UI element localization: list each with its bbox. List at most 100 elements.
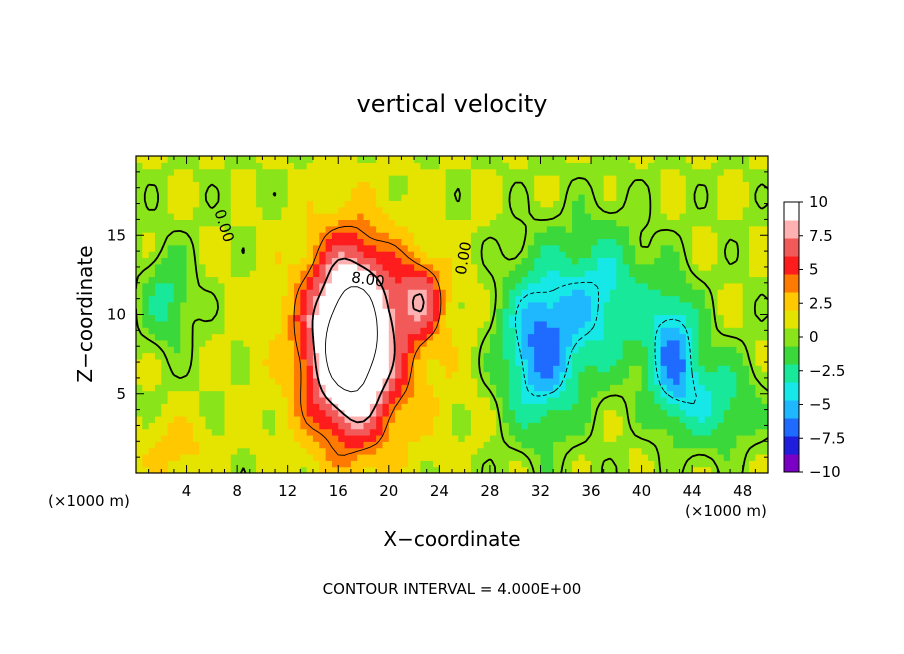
heatmap-cell: [755, 301, 763, 309]
heatmap-cell: [477, 308, 485, 316]
heatmap-cell: [489, 301, 497, 309]
heatmap-cell: [275, 232, 282, 240]
heatmap-cell: [414, 251, 421, 259]
heatmap-cell: [325, 162, 333, 170]
heatmap-cell: [312, 175, 320, 182]
heatmap-cell: [426, 384, 434, 392]
heatmap-cell: [711, 225, 719, 233]
heatmap-cell: [136, 206, 143, 214]
heatmap-cell: [382, 428, 390, 436]
heatmap-cell: [369, 232, 377, 240]
heatmap-cell: [407, 270, 415, 278]
heatmap-cell: [338, 295, 346, 303]
heatmap-cell: [755, 346, 763, 354]
heatmap-cell: [673, 333, 681, 341]
heatmap-cell: [173, 434, 181, 442]
heatmap-cell: [445, 358, 453, 366]
heatmap-cell: [256, 270, 263, 278]
heatmap-cell: [452, 453, 459, 461]
heatmap-cell: [325, 466, 333, 473]
heatmap-cell: [559, 447, 567, 455]
heatmap-cell: [256, 415, 263, 423]
heatmap-cell: [704, 181, 712, 189]
heatmap-cell: [167, 168, 175, 176]
heatmap-cell: [180, 434, 188, 442]
heatmap-cell: [218, 263, 226, 271]
heatmap-cell: [597, 346, 605, 354]
heatmap-cell: [761, 187, 768, 195]
heatmap-cell: [628, 238, 636, 246]
heatmap-cell: [401, 352, 409, 360]
heatmap-cell: [553, 434, 561, 442]
heatmap-cell: [154, 244, 162, 252]
heatmap-cell: [338, 320, 346, 328]
heatmap-cell: [395, 162, 403, 170]
heatmap-cell: [603, 162, 611, 170]
heatmap-cell: [161, 447, 169, 455]
heatmap-cell: [218, 409, 226, 417]
heatmap-cell: [262, 308, 270, 316]
heatmap-cell: [192, 168, 200, 176]
heatmap-cell: [192, 219, 200, 227]
heatmap-cell: [262, 327, 270, 335]
heatmap-cell: [654, 403, 662, 411]
heatmap-cell: [161, 384, 169, 392]
heatmap-cell: [369, 282, 377, 290]
heatmap-cell: [331, 460, 339, 468]
heatmap-cell: [458, 244, 466, 252]
heatmap-cell: [426, 219, 434, 227]
heatmap-cell: [591, 371, 598, 379]
heatmap-cell: [597, 327, 605, 335]
heatmap-cell: [395, 327, 403, 335]
heatmap-cell: [300, 308, 308, 316]
heatmap-cell: [395, 282, 403, 290]
heatmap-cell: [357, 314, 365, 322]
heatmap-cell: [161, 415, 169, 423]
heatmap-cell: [294, 301, 301, 309]
heatmap-cell: [470, 219, 478, 227]
heatmap-cell: [407, 314, 415, 322]
heatmap-cell: [666, 289, 674, 297]
heatmap-cell: [616, 162, 624, 170]
heatmap-cell: [496, 289, 504, 297]
heatmap-cell: [192, 314, 200, 322]
heatmap-cell: [761, 352, 768, 360]
heatmap-cell: [704, 168, 712, 176]
heatmap-cell: [685, 289, 693, 297]
heatmap-cell: [426, 282, 434, 290]
heatmap-cell: [312, 377, 320, 385]
heatmap-cell: [553, 276, 561, 284]
heatmap-cell: [660, 409, 668, 417]
heatmap-cell: [464, 409, 472, 417]
heatmap-cell: [357, 422, 365, 430]
heatmap-cell: [338, 314, 346, 322]
heatmap-cell: [540, 396, 548, 404]
heatmap-cell: [218, 390, 226, 398]
heatmap-cell: [553, 390, 561, 398]
heatmap-cell: [654, 200, 662, 208]
heatmap-cell: [534, 206, 542, 214]
heatmap-cell: [369, 403, 377, 411]
heatmap-cell: [749, 301, 756, 309]
heatmap-cell: [180, 460, 188, 468]
heatmap-cell: [685, 244, 693, 252]
heatmap-cell: [199, 352, 207, 360]
heatmap-cell: [755, 168, 763, 176]
heatmap-cell: [445, 333, 453, 341]
heatmap-cell: [344, 175, 352, 182]
heatmap-cell: [401, 175, 409, 182]
heatmap-cell: [148, 384, 156, 392]
heatmap-cell: [420, 232, 428, 240]
heatmap-cell: [224, 384, 232, 392]
heatmap-cell: [382, 396, 390, 404]
heatmap-cell: [180, 466, 188, 473]
heatmap-cell: [167, 441, 175, 449]
heatmap-cell: [161, 320, 169, 328]
heatmap-cell: [180, 371, 188, 379]
heatmap-cell: [281, 244, 289, 252]
heatmap-cell: [572, 219, 579, 227]
heatmap-cell: [654, 365, 662, 373]
heatmap-cell: [142, 358, 150, 366]
heatmap-cell: [717, 213, 725, 220]
heatmap-cell: [489, 270, 497, 278]
